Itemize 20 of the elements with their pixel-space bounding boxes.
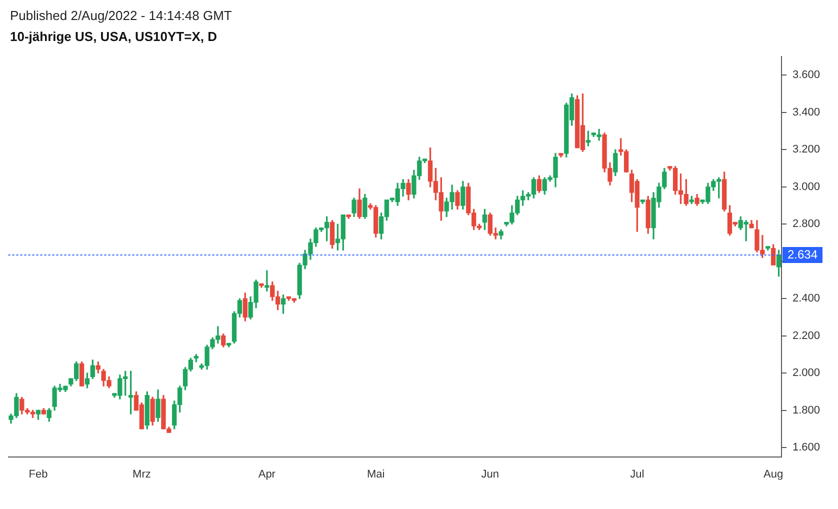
y-tick-label: 2.000 [792, 367, 820, 380]
ref-line-label: 2.634 [787, 247, 818, 262]
x-tick-label: Jun [481, 468, 500, 480]
x-tick-label: Jul [630, 468, 644, 480]
y-tick-label: 2.400 [792, 292, 820, 305]
x-tick-label: Feb [28, 468, 48, 480]
y-tick-label: 3.400 [792, 106, 820, 118]
x-tick-label: Mai [366, 468, 385, 480]
x-tick-label: Mrz [132, 468, 151, 480]
x-tick-label: Apr [258, 468, 276, 480]
y-tick-label: 1.800 [792, 404, 820, 416]
y-tick-label: 3.200 [792, 144, 820, 156]
y-tick-label: 3.000 [792, 180, 820, 193]
y-tick-label: 2.800 [792, 218, 820, 230]
x-tick-label: Aug [764, 468, 784, 480]
chart-title: 10-jährige US, USA, US10YT=X, D [10, 29, 218, 44]
y-tick-label: 1.600 [792, 442, 820, 454]
y-tick-label: 2.200 [792, 330, 820, 342]
y-tick-label: 3.600 [792, 69, 820, 82]
text: Published 2/Aug/2022 - 14:14:48 GMT [10, 8, 233, 23]
